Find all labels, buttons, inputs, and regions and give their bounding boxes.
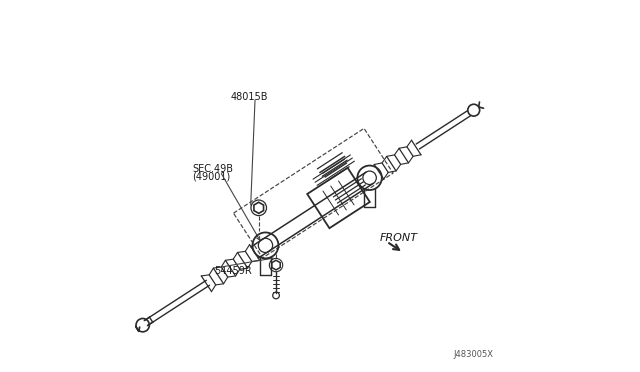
Text: FRONT: FRONT bbox=[380, 233, 417, 243]
Text: J483005X: J483005X bbox=[453, 350, 493, 359]
Text: 48015B: 48015B bbox=[231, 92, 269, 102]
Text: 54459R: 54459R bbox=[214, 266, 252, 276]
Text: SEC.49B: SEC.49B bbox=[192, 164, 233, 174]
Text: (49001): (49001) bbox=[192, 172, 230, 182]
